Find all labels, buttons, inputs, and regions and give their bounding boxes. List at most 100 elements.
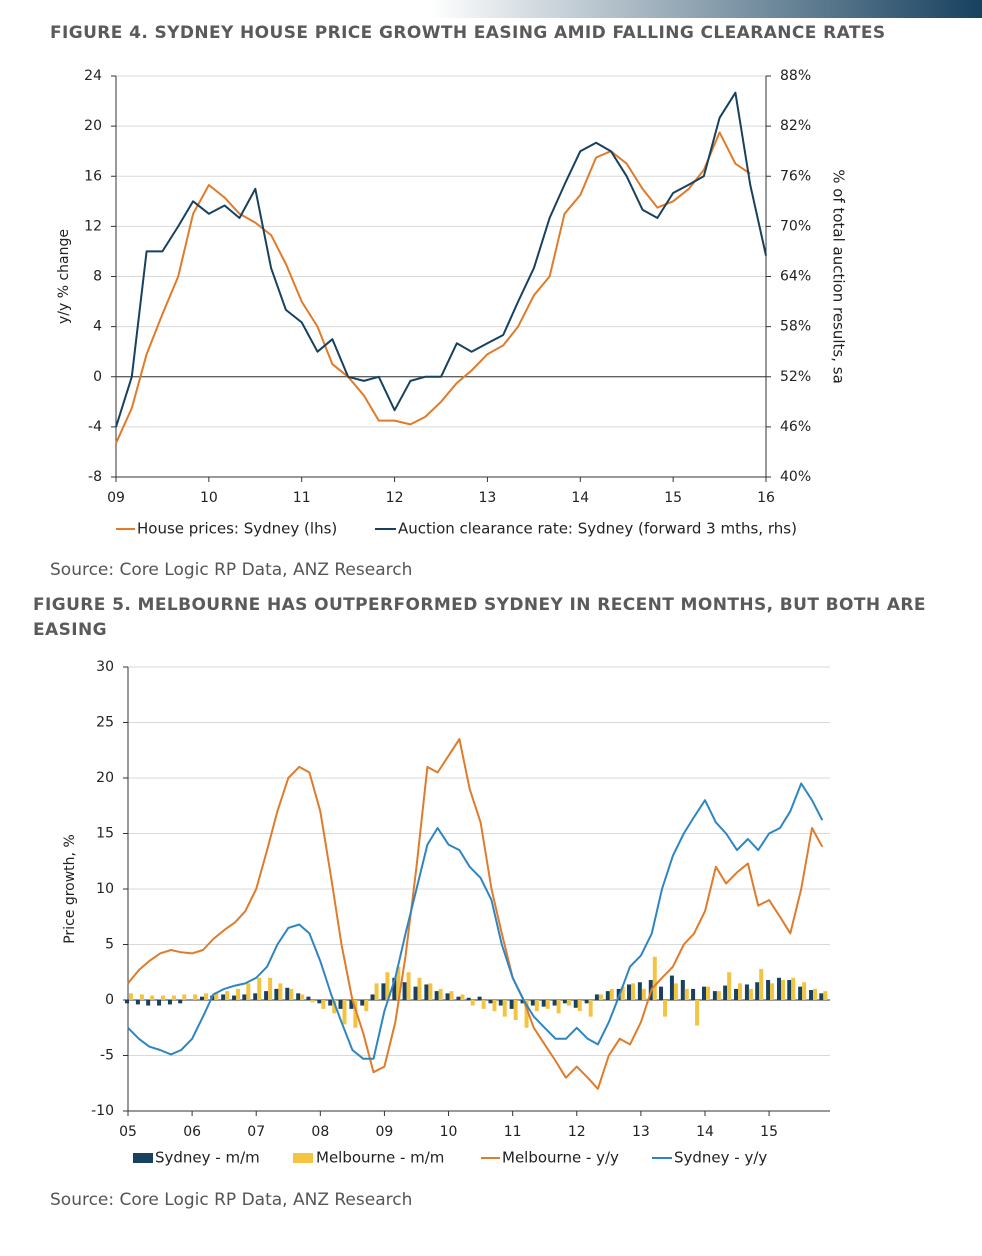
x-tick-label: 10 (200, 490, 218, 506)
bar (200, 996, 205, 1000)
bar (798, 986, 803, 1000)
bar (370, 994, 375, 1000)
bar (776, 977, 781, 1000)
x-tick-label: 06 (183, 1124, 201, 1140)
y-tick-label: 4 (93, 319, 102, 335)
chart-title: FIGURE 4. SYDNEY HOUSE PRICE GROWTH EASI… (50, 23, 886, 43)
y2-tick-label: 82% (780, 118, 811, 134)
bar (353, 1000, 358, 1028)
y2-tick-label: 46% (780, 419, 811, 435)
bar (236, 988, 241, 1000)
bar (434, 991, 439, 1000)
bar (129, 993, 133, 1000)
bar (552, 1000, 557, 1006)
bar (695, 1000, 700, 1026)
y2-tick-label: 76% (780, 168, 811, 184)
bar (534, 1000, 539, 1012)
x-tick-label: 12 (386, 490, 404, 506)
y-axis-label: Price growth, % (62, 834, 78, 944)
bar (780, 980, 785, 1000)
bar (641, 988, 646, 1000)
bar (225, 991, 230, 1000)
legend-label: Melbourne - m/m (316, 1149, 444, 1167)
bar (498, 1000, 503, 1006)
bar (680, 980, 685, 1000)
series-line (127, 782, 824, 1060)
bar (274, 988, 279, 1000)
x-tick-label: 15 (664, 490, 682, 506)
legend-swatch (293, 1153, 313, 1163)
bar (705, 986, 710, 1000)
bar (424, 984, 429, 1000)
x-tick-label: 12 (568, 1124, 586, 1140)
bar (417, 977, 422, 1000)
y-tick-label: 12 (84, 218, 102, 234)
bar (456, 996, 461, 1000)
bar (809, 990, 814, 1000)
bar (438, 988, 443, 1000)
bar (541, 1000, 546, 1007)
bar (716, 991, 721, 1000)
bar (609, 988, 614, 1000)
bar (566, 1000, 571, 1006)
bar (588, 1000, 593, 1017)
bar (221, 994, 226, 1000)
bar (204, 993, 209, 1000)
legend-label: Sydney - y/y (674, 1149, 767, 1167)
x-tick-label: 11 (293, 490, 311, 506)
y-tick-label: 0 (105, 992, 114, 1008)
bar (253, 993, 258, 1000)
bar (684, 988, 689, 1000)
bar (182, 994, 187, 1000)
bar (460, 994, 465, 1000)
x-tick-label: 14 (571, 490, 589, 506)
bar (562, 1000, 567, 1004)
bar (310, 1000, 315, 1003)
x-tick-label: 13 (632, 1124, 650, 1140)
x-tick-label: 15 (760, 1124, 778, 1140)
legend-label: Auction clearance rate: Sydney (forward … (398, 520, 797, 538)
bar (125, 1000, 129, 1004)
bar (193, 994, 198, 1000)
x-tick-label: 13 (479, 490, 497, 506)
bar (278, 983, 283, 1000)
bar (300, 994, 305, 1000)
bar (167, 1000, 172, 1005)
bar (712, 991, 717, 1000)
bar (157, 1000, 162, 1006)
y2-tick-label: 52% (780, 369, 811, 385)
y-tick-label: 0 (93, 369, 102, 385)
x-tick-label: 11 (504, 1124, 522, 1140)
bar (492, 1000, 497, 1012)
bar (488, 1000, 493, 1004)
bar (598, 994, 603, 1000)
y2-tick-label: 70% (780, 218, 811, 234)
y-tick-label: 16 (84, 168, 102, 184)
bar (171, 995, 176, 1000)
y-tick-label: -4 (88, 419, 102, 435)
bar (135, 1000, 140, 1005)
legend-label: House prices: Sydney (lhs) (137, 520, 337, 538)
bar (178, 1000, 183, 1004)
y-tick-label: -8 (88, 469, 102, 485)
y-tick-label: 20 (96, 770, 114, 786)
bar (509, 1000, 514, 1009)
header-bar (430, 0, 982, 18)
bar (738, 983, 743, 1000)
bar (481, 1000, 486, 1009)
series-line (127, 738, 824, 1090)
bar (813, 988, 818, 1000)
bar (759, 968, 764, 1000)
y2-tick-label: 58% (780, 319, 811, 335)
bar (577, 1000, 582, 1012)
bar (520, 1000, 525, 1004)
bar (402, 982, 407, 1000)
bar (556, 1000, 561, 1014)
bar (594, 994, 599, 1000)
bar (381, 983, 386, 1000)
bar (289, 988, 294, 1000)
bar (161, 995, 166, 1000)
bar (392, 977, 397, 1000)
